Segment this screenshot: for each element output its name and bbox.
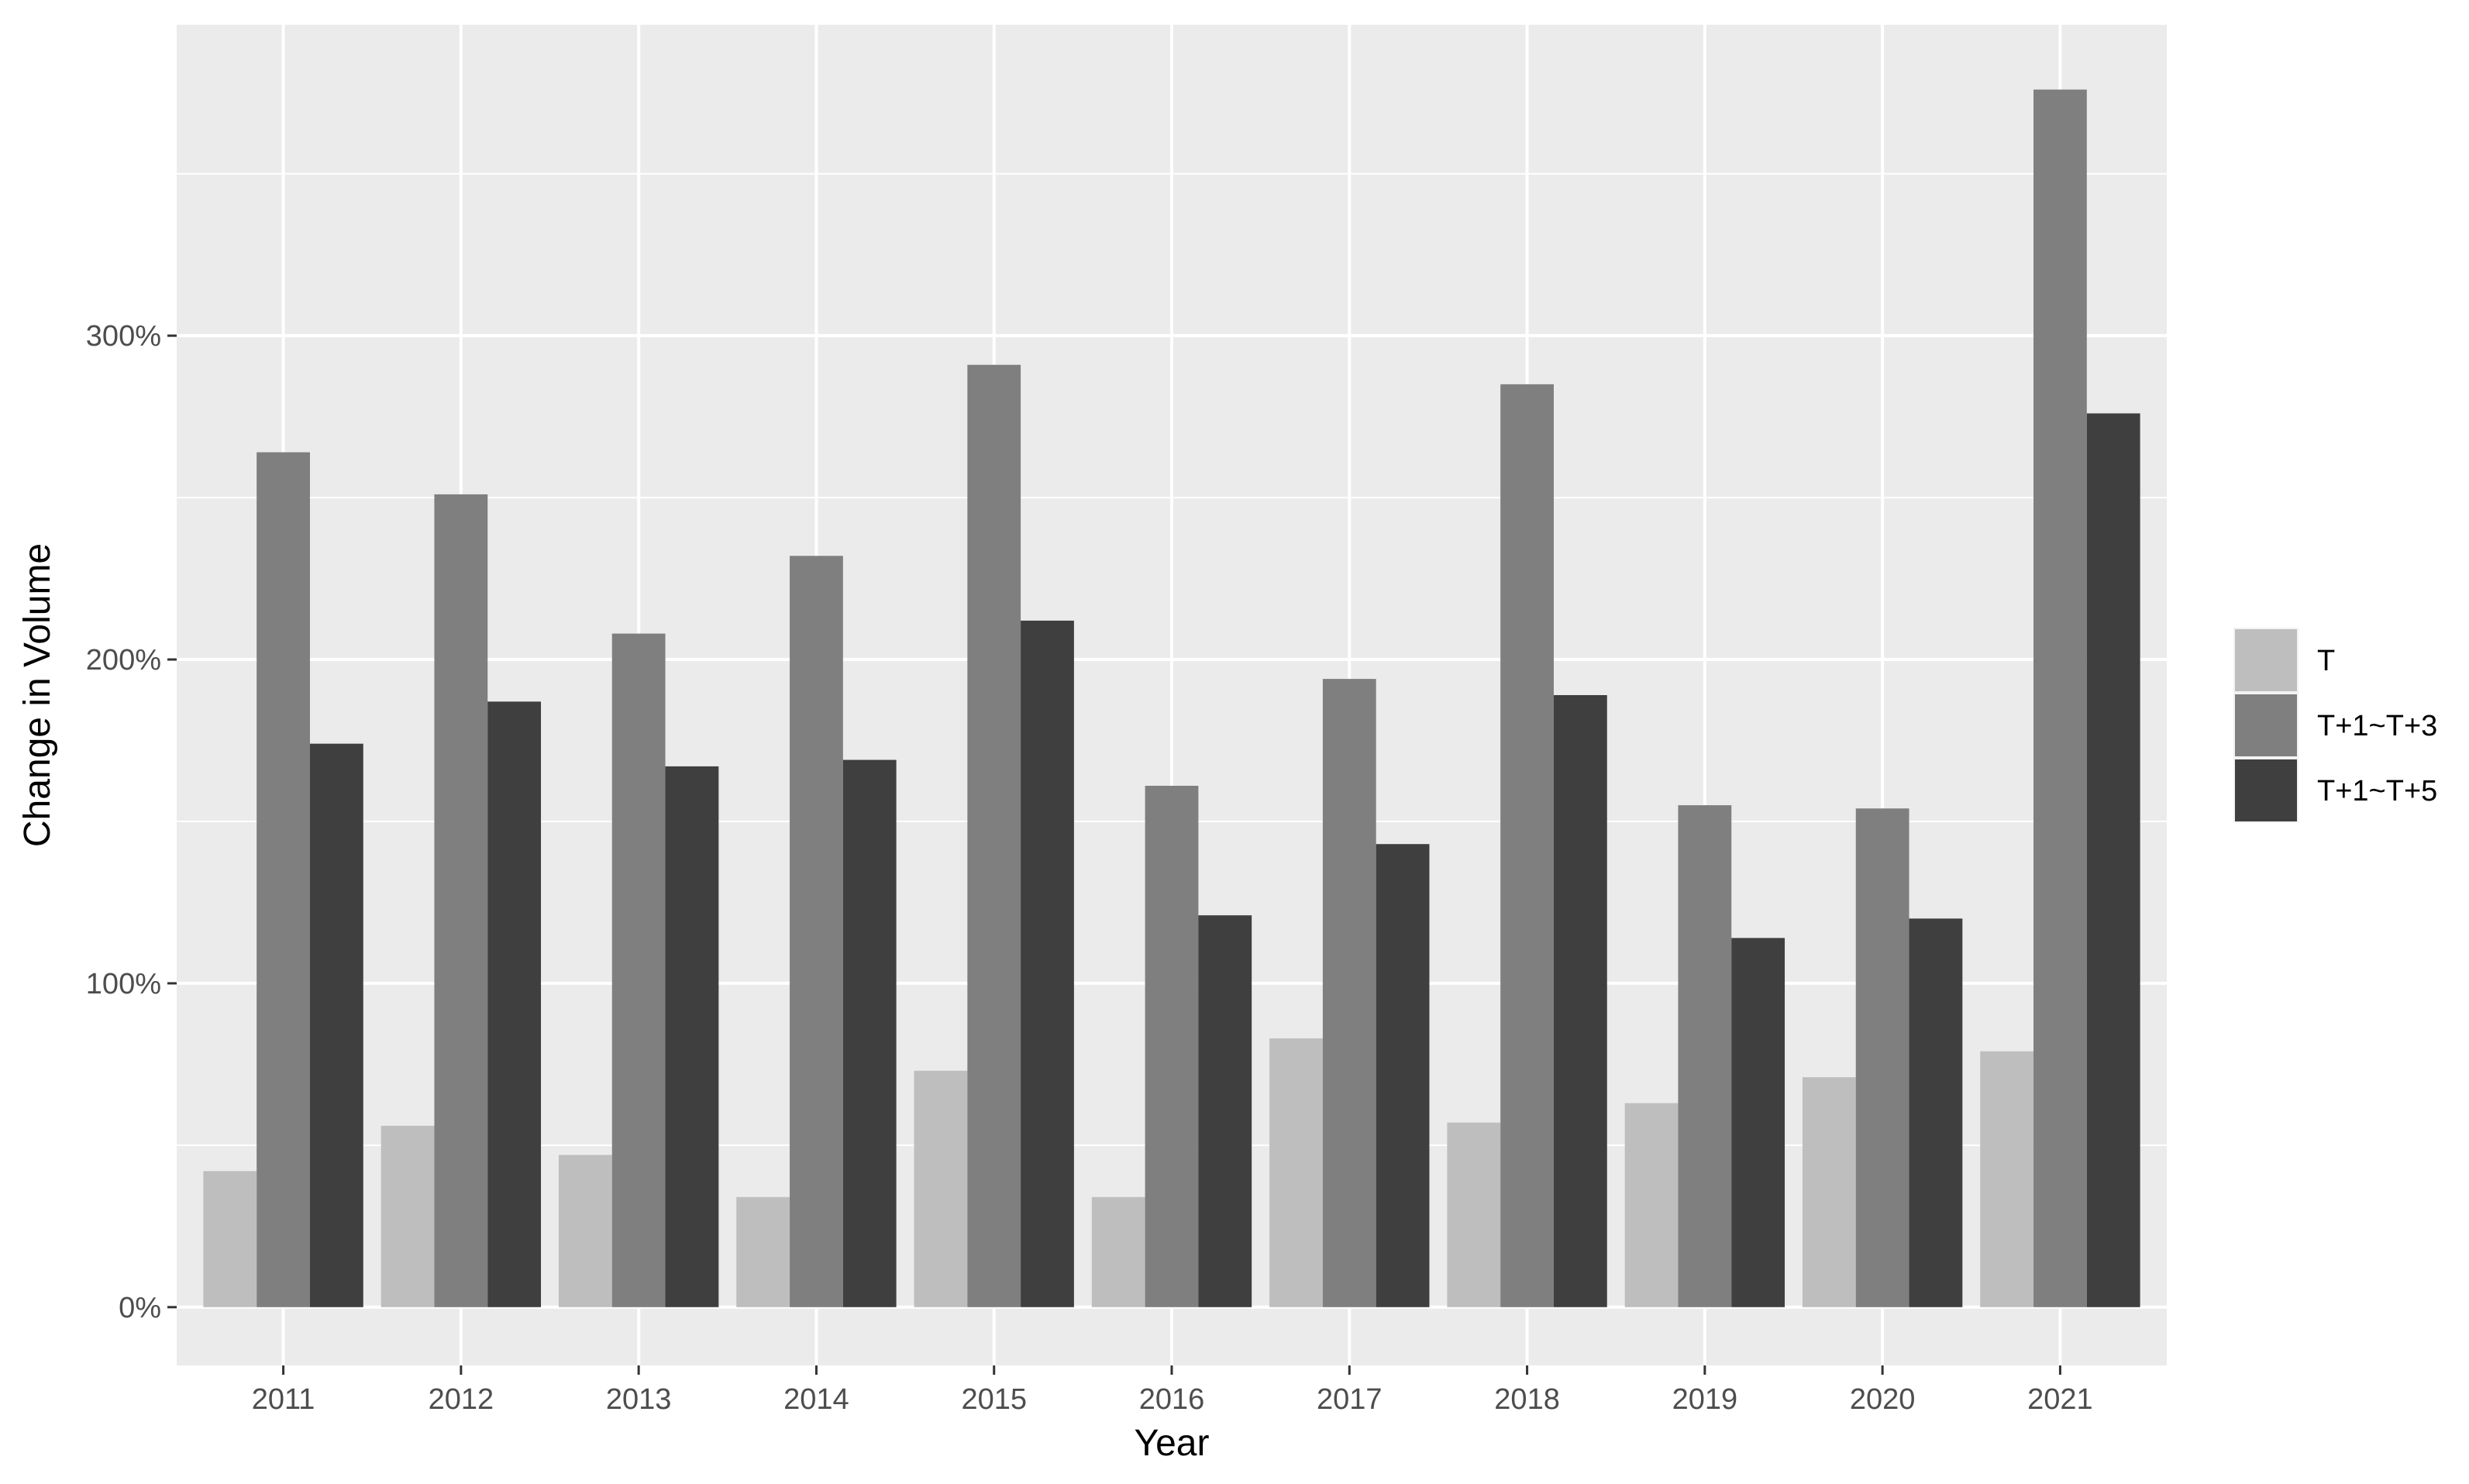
bar — [1802, 1077, 1856, 1307]
bar — [203, 1171, 257, 1307]
x-tick-label: 2013 — [606, 1383, 672, 1416]
bar — [914, 1070, 968, 1307]
bar — [257, 452, 310, 1307]
bar — [1855, 808, 1909, 1307]
bar — [1731, 938, 1785, 1307]
x-tick-label: 2019 — [1672, 1383, 1738, 1416]
x-tick-label: 2016 — [1139, 1383, 1205, 1416]
x-tick-label: 2011 — [252, 1383, 315, 1416]
y-axis: 0% 100% 200% 300% — [86, 320, 177, 1324]
bar — [1678, 805, 1732, 1307]
bar — [1145, 786, 1199, 1307]
bar — [487, 701, 542, 1307]
legend-key — [2235, 694, 2297, 756]
bar — [967, 364, 1021, 1307]
bar — [1198, 915, 1252, 1307]
x-tick-label: 2020 — [1850, 1383, 1916, 1416]
bar — [1322, 679, 1376, 1307]
legend-key — [2235, 759, 2297, 821]
bar — [1091, 1196, 1145, 1307]
bar — [2033, 89, 2087, 1307]
bars-layer — [203, 89, 2140, 1307]
x-axis: 2011 2012 2013 2014 2015 2016 2017 2018 2019 2020… — [252, 1365, 2093, 1416]
bar — [790, 556, 843, 1307]
x-axis-title: Year — [1135, 1423, 1210, 1464]
bar — [1021, 620, 1074, 1307]
bar — [611, 633, 666, 1307]
bar — [1980, 1051, 2034, 1307]
bar — [1553, 695, 1607, 1307]
x-tick-label: 2018 — [1494, 1383, 1560, 1416]
y-tick-label: 0% — [119, 1292, 161, 1324]
bar — [842, 759, 897, 1307]
bar — [1447, 1122, 1501, 1307]
bar — [1376, 844, 1430, 1307]
y-axis-title: Change in Volume — [17, 543, 58, 847]
legend-label: T — [2317, 645, 2335, 677]
legend: T T+1~T+3 T+1~T+5 — [2233, 628, 2437, 823]
bar — [1269, 1038, 1323, 1307]
bar — [1500, 384, 1554, 1307]
y-tick-label: 200% — [86, 644, 161, 677]
y-tick-label: 100% — [86, 968, 161, 1000]
x-tick-label: 2015 — [961, 1383, 1027, 1416]
bar — [1909, 918, 1963, 1307]
bar — [558, 1155, 612, 1307]
legend-label: T+1~T+3 — [2317, 710, 2437, 742]
bar — [381, 1125, 435, 1307]
x-tick-label: 2012 — [429, 1383, 494, 1416]
x-tick-label: 2014 — [783, 1383, 849, 1416]
bar — [309, 743, 363, 1307]
x-tick-label: 2021 — [2027, 1383, 2093, 1416]
y-tick-label: 300% — [86, 320, 161, 353]
bar — [434, 494, 488, 1307]
x-tick-label: 2017 — [1317, 1383, 1383, 1416]
bar — [736, 1196, 790, 1307]
bar — [1624, 1103, 1679, 1307]
bar — [2086, 413, 2140, 1307]
legend-label: T+1~T+5 — [2317, 775, 2437, 807]
bar — [665, 766, 719, 1307]
legend-key — [2235, 629, 2297, 691]
